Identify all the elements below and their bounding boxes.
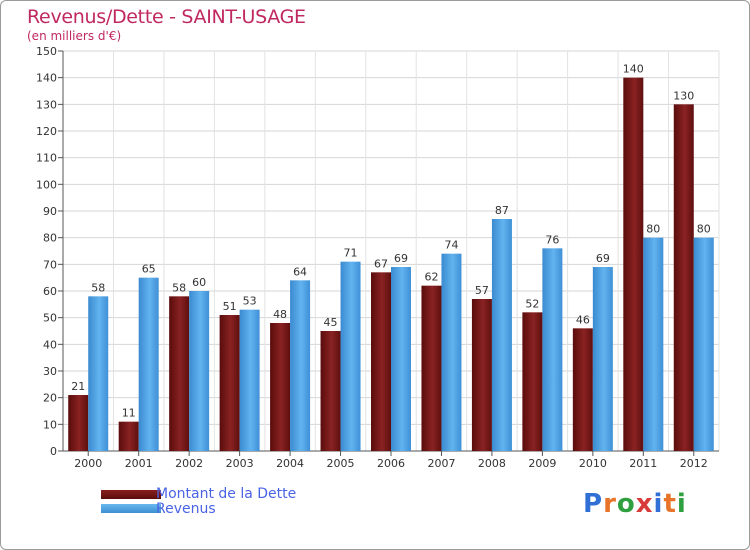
x-tick-label: 2008	[478, 457, 506, 470]
data-label-revenue: 69	[394, 252, 408, 265]
data-label-revenue: 71	[344, 247, 358, 260]
y-tick-label: 20	[43, 392, 57, 405]
chart-subtitle: (en milliers d'€)	[27, 29, 122, 43]
bar-revenue	[391, 267, 411, 451]
legend-swatch-revenue	[101, 504, 161, 513]
legend-swatch-debt	[101, 490, 161, 499]
bar-revenue	[643, 237, 664, 451]
data-label-debt: 62	[424, 271, 438, 284]
y-tick-label: 150	[36, 45, 57, 58]
data-label-revenue: 60	[192, 276, 206, 289]
y-tick-label: 50	[43, 312, 57, 325]
bar-revenue	[88, 296, 109, 451]
bar-revenue	[189, 291, 210, 451]
bar-revenue	[693, 237, 714, 451]
y-tick-label: 10	[43, 418, 57, 431]
y-tick-label: 100	[36, 178, 57, 191]
data-label-debt: 51	[223, 300, 237, 313]
logo-letter: r	[603, 489, 617, 519]
bar-revenue	[491, 219, 512, 451]
logo-letter: i	[653, 489, 664, 519]
bar-debt	[522, 312, 543, 451]
y-tick-label: 130	[36, 98, 57, 111]
y-tick-label: 0	[50, 445, 57, 458]
data-label-debt: 140	[623, 63, 644, 76]
bar-revenue	[138, 277, 159, 451]
bar-debt	[219, 315, 240, 451]
data-label-debt: 45	[324, 316, 338, 329]
x-tick-label: 2012	[680, 457, 708, 470]
bar-debt	[471, 299, 492, 451]
bar-debt	[270, 323, 291, 451]
y-tick-label: 70	[43, 258, 57, 271]
data-label-debt: 57	[475, 284, 489, 297]
legend-label-revenue: Revenus	[156, 501, 216, 517]
bar-debt	[118, 421, 139, 451]
data-label-revenue: 64	[293, 265, 307, 278]
x-tick-label: 2003	[226, 457, 254, 470]
data-label-debt: 48	[273, 308, 287, 321]
data-label-revenue: 87	[495, 204, 509, 217]
data-label-debt: 67	[374, 257, 388, 270]
logo-letter: t	[663, 489, 677, 519]
data-label-revenue: 69	[596, 252, 610, 265]
data-label-debt: 46	[576, 313, 590, 326]
data-label-debt: 21	[71, 380, 85, 393]
x-tick-label: 2011	[629, 457, 657, 470]
y-tick-label: 30	[43, 365, 57, 378]
data-label-debt: 52	[525, 297, 539, 310]
bar-debt	[623, 77, 644, 452]
x-tick-label: 2001	[125, 457, 153, 470]
x-tick-label: 2006	[377, 457, 405, 470]
y-tick-label: 40	[43, 338, 57, 351]
x-tick-label: 2010	[579, 457, 607, 470]
bar-revenue	[239, 309, 260, 451]
y-tick-label: 90	[43, 205, 57, 218]
legend-label-debt: Montant de la Dette	[156, 486, 297, 502]
bar-revenue	[441, 253, 462, 451]
logo-letter: P	[583, 489, 604, 519]
data-label-debt: 130	[673, 89, 694, 102]
data-label-revenue: 53	[243, 295, 257, 308]
x-tick-label: 2009	[528, 457, 556, 470]
data-label-revenue: 58	[91, 281, 105, 294]
data-label-debt: 58	[172, 281, 186, 294]
bar-debt	[169, 296, 190, 451]
bar-debt	[320, 331, 341, 451]
chart-title: Revenus/Dette - SAINT-USAGE	[27, 6, 306, 28]
bar-revenue	[592, 267, 613, 451]
y-tick-label: 120	[36, 125, 57, 138]
x-tick-label: 2007	[427, 457, 455, 470]
logo-letter: o	[616, 489, 636, 519]
y-tick-label: 60	[43, 285, 57, 298]
proxiti-logo: Proxiti	[583, 489, 687, 519]
data-label-revenue: 80	[697, 223, 711, 236]
y-tick-label: 110	[36, 152, 57, 165]
bar-revenue	[340, 261, 361, 451]
data-label-revenue: 76	[545, 233, 559, 246]
bar-debt	[371, 272, 391, 451]
y-tick-label: 80	[43, 232, 57, 245]
logo-letter: i	[676, 489, 687, 519]
x-tick-label: 2005	[327, 457, 355, 470]
x-tick-label: 2002	[175, 457, 203, 470]
bar-debt	[572, 328, 593, 451]
y-tick-label: 140	[36, 72, 57, 85]
bar-debt	[68, 395, 89, 451]
bar-debt	[421, 285, 442, 451]
data-label-debt: 11	[122, 407, 136, 420]
data-label-revenue: 65	[142, 263, 156, 276]
bar-revenue	[542, 248, 563, 451]
x-tick-label: 2004	[276, 457, 304, 470]
logo-letter: x	[635, 489, 654, 519]
bar-debt	[673, 104, 694, 451]
bar-revenue	[290, 280, 311, 451]
x-tick-label: 2000	[74, 457, 102, 470]
data-label-revenue: 80	[646, 223, 660, 236]
data-label-revenue: 74	[444, 239, 458, 252]
